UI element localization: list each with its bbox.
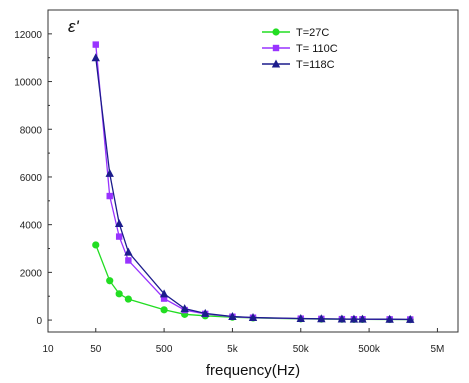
legend-label: T=118C: [296, 59, 335, 71]
data-point: [349, 314, 359, 323]
x-tick-label: 500: [156, 344, 173, 355]
data-point: [248, 312, 258, 321]
data-point: [180, 304, 189, 313]
data-point: [159, 289, 169, 298]
data-point: [160, 295, 168, 302]
x-axis: 10 50 500 5k 50k 500k 5M: [42, 328, 444, 355]
series: [91, 53, 415, 323]
y-tick-label: 10000: [14, 78, 42, 89]
data-point: [106, 277, 114, 285]
data-point: [124, 295, 132, 303]
x-tick-label: 500k: [358, 344, 381, 355]
legend: T=27C T= 110C T=118C: [262, 27, 338, 71]
x-axis-label: frequency(Hz): [206, 362, 300, 379]
data-point: [160, 306, 168, 314]
y-tick-label: 6000: [20, 173, 43, 184]
series-layer: [91, 41, 415, 324]
data-point: [115, 290, 123, 298]
plot-frame: [47, 9, 459, 333]
series-line: [95, 57, 411, 321]
data-point: [124, 247, 133, 256]
x-tick-label: 10: [42, 344, 54, 355]
data-point: [272, 28, 280, 36]
y-tick-label: 0: [36, 316, 42, 327]
data-point: [271, 59, 281, 68]
data-point: [272, 44, 280, 52]
data-point: [106, 192, 113, 200]
data-point: [358, 314, 367, 323]
y-axis: 0 2000 4000 6000 8000 10000 12000: [14, 30, 52, 327]
data-point: [115, 233, 123, 240]
data-point: [385, 314, 394, 323]
legend-label: T= 110C: [296, 43, 338, 55]
data-point: [92, 241, 100, 249]
data-point: [406, 314, 415, 323]
y-tick-label: 8000: [20, 125, 43, 136]
data-point: [228, 311, 237, 320]
x-tick-label: 5M: [430, 344, 444, 355]
y-tick-label: 2000: [20, 268, 43, 279]
x-tick-label: 5k: [227, 344, 239, 355]
data-point: [317, 314, 326, 323]
data-point: [296, 314, 305, 323]
data-point: [105, 168, 114, 177]
y-tick-label: 4000: [20, 221, 43, 232]
x-tick-label: 50: [90, 344, 102, 355]
data-point: [91, 53, 100, 62]
data-point: [92, 41, 99, 48]
y-axis-label: ε': [68, 17, 79, 36]
data-point: [114, 218, 124, 227]
legend-label: T=27C: [296, 27, 329, 39]
x-tick-label: 50k: [293, 344, 310, 355]
data-point: [201, 308, 210, 317]
data-point: [337, 314, 347, 323]
y-tick-label: 12000: [14, 30, 42, 41]
data-point: [125, 257, 132, 264]
